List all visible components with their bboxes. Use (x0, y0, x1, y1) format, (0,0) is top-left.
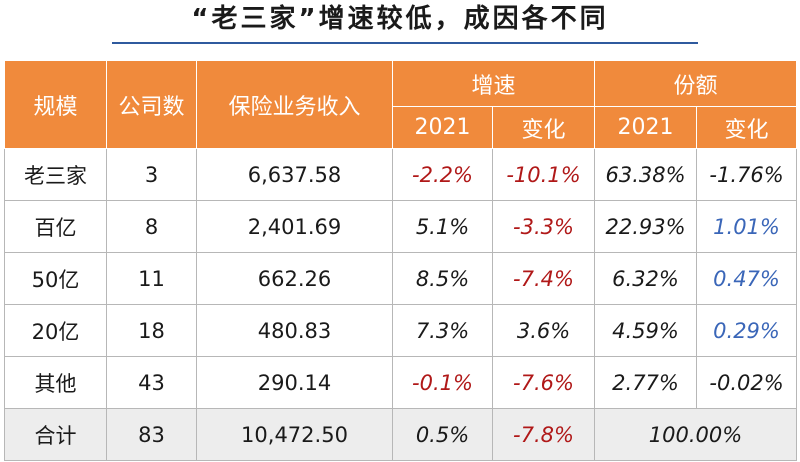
header-share-change: 变化 (696, 106, 798, 149)
cell-share-change: 1.01% (696, 200, 798, 253)
page-title: “老三家”增速较低，成因各不同 (191, 4, 609, 34)
cell-scale: 百亿 (4, 200, 107, 253)
title-underline (112, 42, 698, 44)
cell-scale: 20亿 (4, 304, 107, 357)
total-growth-change: -7.8% (491, 408, 596, 461)
header-company-count: 公司数 (106, 60, 197, 149)
cell-income: 290.14 (196, 356, 393, 409)
cell-scale: 老三家 (4, 148, 107, 201)
table-row: 其他 43 290.14 -0.1% -7.6% 2.77% -0.02% (4, 356, 798, 409)
total-scale: 合计 (4, 408, 107, 461)
cell-growth-change: -3.3% (491, 200, 596, 253)
cell-count: 18 (106, 304, 197, 357)
total-income: 10,472.50 (196, 408, 393, 461)
header-growth-year: 2021 (392, 106, 493, 149)
total-growth-2021: 0.5% (392, 408, 493, 461)
cell-count: 3 (106, 148, 197, 201)
cell-growth-2021: 5.1% (392, 200, 493, 253)
cell-share-change: 0.29% (696, 304, 798, 357)
total-count: 83 (106, 408, 197, 461)
cell-share-2021: 22.93% (594, 200, 698, 253)
cell-share-2021: 4.59% (594, 304, 698, 357)
cell-growth-2021: -0.1% (392, 356, 493, 409)
cell-growth-change: -10.1% (491, 148, 596, 201)
header-scale: 规模 (4, 60, 107, 149)
table-row: 20亿 18 480.83 7.3% 3.6% 4.59% 0.29% (4, 304, 798, 357)
table-row: 50亿 11 662.26 8.5% -7.4% 6.32% 0.47% (4, 252, 798, 305)
cell-scale: 其他 (4, 356, 107, 409)
header-premium-income: 保险业务收入 (196, 60, 393, 149)
cell-share-change: -0.02% (696, 356, 798, 409)
cell-count: 11 (106, 252, 197, 305)
cell-income: 6,637.58 (196, 148, 393, 201)
table-row: 百亿 8 2,401.69 5.1% -3.3% 22.93% 1.01% (4, 200, 798, 253)
cell-income: 480.83 (196, 304, 393, 357)
cell-count: 8 (106, 200, 197, 253)
total-share: 100.00% (594, 408, 798, 461)
cell-growth-change: -7.6% (491, 356, 596, 409)
insurance-scale-table: 规模 公司数 保险业务收入 增速 份额 2021 变化 2021 变化 老三家 … (4, 60, 798, 461)
cell-growth-2021: 8.5% (392, 252, 493, 305)
header-share: 份额 (594, 60, 798, 107)
cell-share-2021: 2.77% (594, 356, 698, 409)
cell-share-2021: 63.38% (594, 148, 698, 201)
cell-growth-change: 3.6% (491, 304, 596, 357)
cell-growth-2021: 7.3% (392, 304, 493, 357)
table-row: 老三家 3 6,637.58 -2.2% -10.1% 63.38% -1.76… (4, 148, 798, 201)
cell-share-2021: 6.32% (594, 252, 698, 305)
header-growth: 增速 (391, 60, 596, 107)
cell-share-change: 0.47% (696, 252, 798, 305)
cell-share-change: -1.76% (696, 148, 798, 201)
cell-growth-2021: -2.2% (392, 148, 493, 201)
cell-income: 662.26 (196, 252, 393, 305)
cell-count: 43 (106, 356, 197, 409)
cell-growth-change: -7.4% (491, 252, 596, 305)
header-share-year: 2021 (594, 106, 698, 149)
header-growth-change: 变化 (491, 106, 596, 149)
cell-scale: 50亿 (4, 252, 107, 305)
total-row: 合计 83 10,472.50 0.5% -7.8% 100.00% (4, 408, 798, 461)
cell-income: 2,401.69 (196, 200, 393, 253)
